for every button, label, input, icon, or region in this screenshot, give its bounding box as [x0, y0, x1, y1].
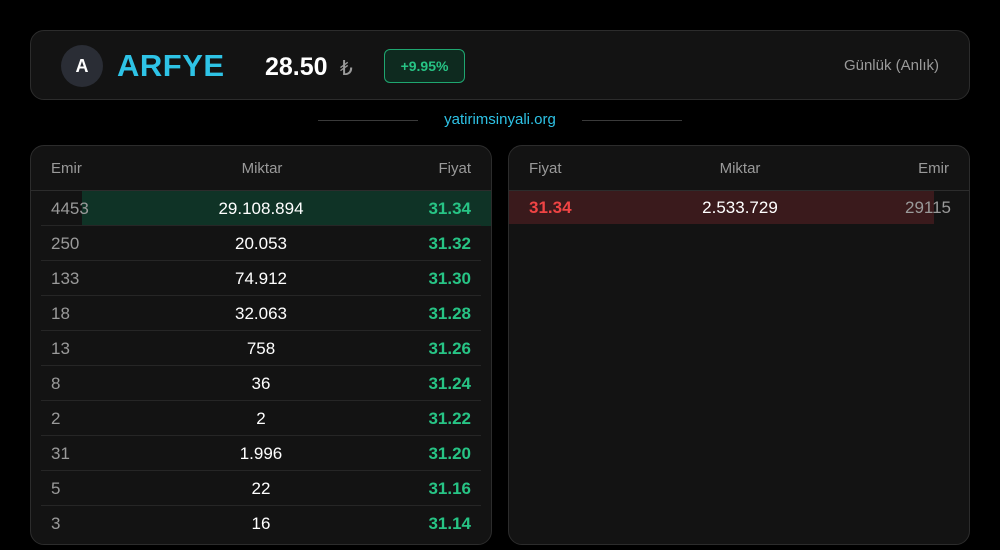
- bid-miktar: 29.108.894: [218, 199, 304, 218]
- bid-miktar: 74.912: [235, 269, 287, 288]
- ask-col-emir: Emir: [918, 160, 949, 177]
- bid-fiyat: 31.22: [428, 409, 471, 428]
- bid-miktar: 2: [256, 409, 266, 428]
- bid-miktar: 16: [251, 514, 271, 533]
- bid-emir: 31: [51, 444, 70, 463]
- bid-emir: 3: [51, 514, 61, 533]
- divider-right: [582, 120, 682, 121]
- ask-panel-header: Fiyat Miktar Emir: [509, 146, 969, 191]
- bid-miktar: 36: [251, 374, 271, 393]
- bid-row[interactable]: 13 758 31.26: [41, 331, 481, 366]
- period-label[interactable]: Günlük (Anlık): [843, 57, 939, 74]
- bid-col-miktar: Miktar: [241, 160, 283, 177]
- bid-emir: 8: [51, 374, 61, 393]
- ask-panel: Fiyat Miktar Emir 31.34 2.533.729 29115: [508, 145, 970, 545]
- stock-avatar: A: [61, 45, 103, 87]
- bid-panel: Emir Miktar Fiyat 4453 29.108.894 31.34 250…: [30, 145, 492, 545]
- bid-row[interactable]: 250 20.053 31.32: [41, 226, 481, 261]
- ask-emir: 29115: [904, 198, 951, 217]
- bid-row[interactable]: 2 2 31.22: [41, 401, 481, 436]
- bid-miktar: 1.996: [239, 444, 283, 463]
- bid-fiyat: 31.20: [428, 444, 471, 463]
- bid-miktar: 20.053: [235, 234, 287, 253]
- divider-left: [318, 120, 418, 121]
- bid-miktar: 32.063: [235, 304, 287, 323]
- bid-depth-bar: [81, 191, 491, 226]
- bid-panel-header: Emir Miktar Fiyat: [31, 146, 491, 191]
- bid-row[interactable]: 8 36 31.24: [41, 366, 481, 401]
- bid-row[interactable]: 31 1.996 31.20: [41, 436, 481, 471]
- bid-fiyat: 31.26: [428, 339, 471, 358]
- bid-fiyat: 31.16: [428, 479, 471, 498]
- ask-col-fiyat: Fiyat: [529, 160, 562, 177]
- bid-emir: 133: [51, 269, 80, 288]
- bid-emir: 250: [51, 234, 80, 253]
- bid-fiyat: 31.28: [428, 304, 471, 323]
- bid-miktar: 22: [251, 479, 271, 498]
- ask-fiyat: 31.34: [529, 198, 572, 217]
- bid-col-emir: Emir: [51, 160, 82, 177]
- ask-miktar: 2.533.729: [702, 198, 778, 217]
- bid-row[interactable]: 5 22 31.16: [41, 471, 481, 506]
- site-watermark: yatirimsinyali.org: [444, 111, 556, 128]
- currency-symbol: ₺: [340, 58, 353, 80]
- ticker-symbol: ARFYE: [117, 48, 225, 83]
- bid-fiyat: 31.30: [428, 269, 471, 288]
- bid-emir: 4453: [51, 199, 89, 218]
- bid-miktar: 758: [246, 339, 276, 358]
- last-price: 28.50: [265, 53, 328, 81]
- bid-row[interactable]: 4453 29.108.894 31.34: [41, 191, 491, 226]
- bid-col-fiyat: Fiyat: [438, 160, 471, 177]
- change-badge: +9.95%: [384, 49, 465, 83]
- bid-emir: 18: [51, 304, 70, 323]
- bid-fiyat: 31.34: [428, 199, 471, 218]
- bid-fiyat: 31.32: [428, 234, 471, 253]
- bid-emir: 13: [51, 339, 70, 358]
- bid-emir: 5: [51, 479, 61, 498]
- stock-header: A ARFYE 28.50 ₺ +9.95% Günlük (Anlık): [30, 30, 970, 100]
- bid-row[interactable]: 18 32.063 31.28: [41, 296, 481, 331]
- ask-row[interactable]: 31.34 2.533.729 29115: [509, 191, 969, 224]
- bid-row[interactable]: 3 16 31.14: [41, 506, 481, 541]
- bid-emir: 2: [51, 409, 61, 428]
- ask-depth-bar: [509, 191, 935, 224]
- bid-fiyat: 31.14: [428, 514, 471, 533]
- bid-row[interactable]: 133 74.912 31.30: [41, 261, 481, 296]
- bid-fiyat: 31.24: [428, 374, 471, 393]
- ask-col-miktar: Miktar: [719, 160, 761, 177]
